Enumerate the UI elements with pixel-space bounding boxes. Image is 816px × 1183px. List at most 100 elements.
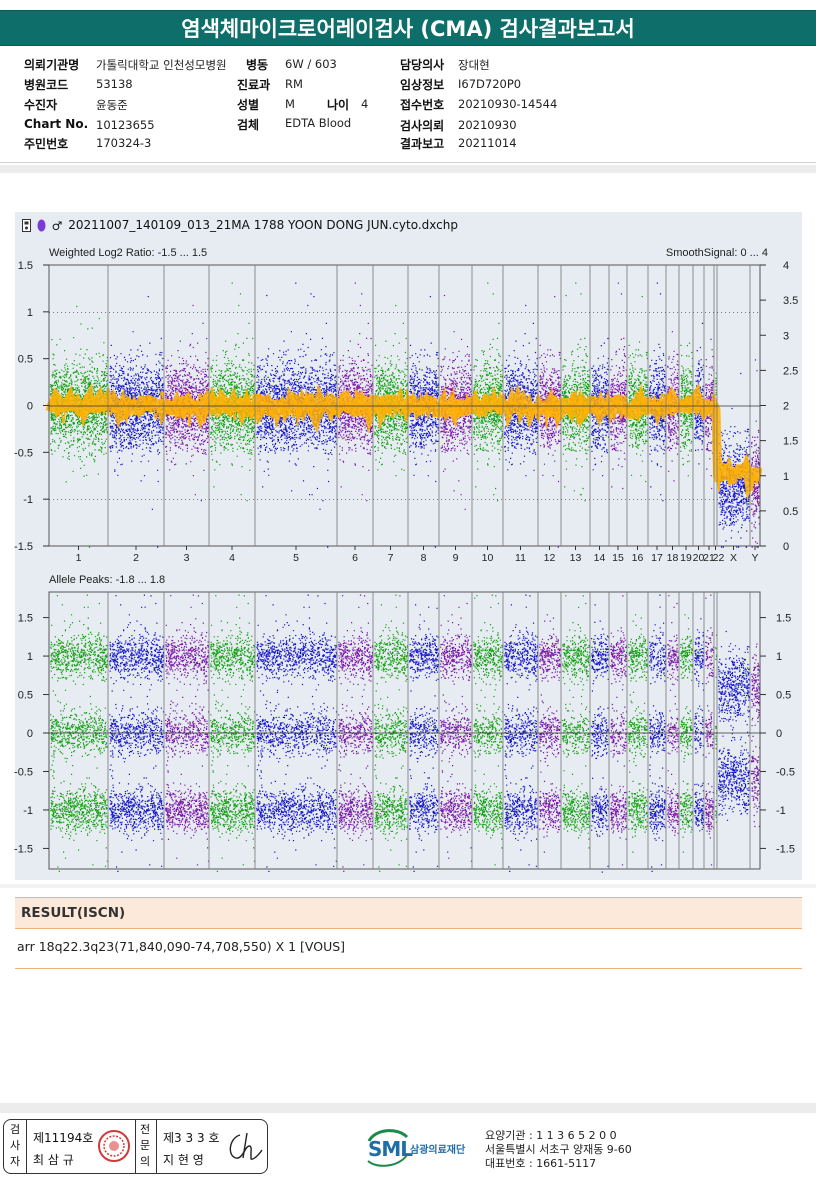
sml-logo-text: SML [368, 1137, 413, 1161]
chromosome-label-Y: Y [751, 552, 758, 564]
chromosome-label-12: 12 [544, 552, 556, 564]
smooth-signal-tick-label: 3 [783, 330, 789, 342]
chromosome-label-4: 4 [229, 552, 235, 564]
plot-axis-labels: Weighted Log2 Ratio: -1.5 ... 1.5 SmoothS… [14, 247, 798, 855]
sex-value: M [285, 97, 295, 111]
hospital-code-label: 병원코드 [24, 78, 69, 92]
log2-ratio-title: Weighted Log2 Ratio: -1.5 ... 1.5 [49, 247, 207, 259]
file-name: 20211007_140109_013_21MA 1788 YOON DONG … [68, 218, 458, 232]
allele-scatter-chr-X [718, 630, 751, 821]
male-icon: ♂ [51, 218, 63, 233]
log2-scatter-chr-11 [504, 304, 539, 477]
allele-tick-label: -1.5 [14, 843, 33, 855]
smooth-signal-tick-label: 2.5 [783, 365, 798, 377]
sign-divider-3 [156, 1120, 157, 1173]
allele-scatter-chr-Y [751, 643, 761, 828]
allele-scatter-chr-18 [667, 595, 680, 836]
chromosome-label-19: 19 [680, 552, 692, 564]
smooth-signal-tick-label: 4 [783, 260, 789, 272]
log2-scatter-chr-Y [751, 359, 761, 548]
chromosome-label-X: X [730, 552, 737, 564]
signature-box: 검사자 제11194호 최 삼 규 전문의 제3 3 3 호 지 현 영 [3, 1119, 268, 1174]
receipt-no-label: 접수번호 [400, 98, 445, 112]
chromosome-label-22: 22 [713, 552, 725, 564]
allele-tick-label: -0.5 [14, 766, 33, 778]
file-icon [22, 219, 31, 232]
plot-frames [48, 264, 761, 870]
chart-no-label: Chart No. [24, 117, 89, 131]
smooth-signal-tick-label: 3.5 [783, 295, 798, 307]
allele-scatter-chr-22 [715, 634, 718, 823]
physician-value: 장대현 [458, 58, 490, 72]
allele-right-tick-label: -0.5 [776, 766, 795, 778]
smooth-signal-tick-label: 2 [783, 401, 789, 413]
allele-scatter-chr-15 [610, 595, 628, 866]
log2-scatter-chr-1 [50, 305, 109, 548]
chromosome-label-11: 11 [515, 552, 526, 564]
chromosome-label-9: 9 [453, 552, 459, 564]
result-iscn-text: arr 18q22.3q23(71,840,090-74,708,550) X … [17, 939, 346, 954]
allele-right-tick-label: -1 [776, 805, 786, 817]
result-divider [15, 968, 802, 969]
chromosome-label-17: 17 [651, 552, 663, 564]
allele-scatter-chr-14 [591, 604, 609, 873]
log2-scatter-chr-7 [374, 304, 409, 477]
age-label: 나이 [327, 98, 350, 112]
allele-tick-label: 0 [27, 728, 33, 740]
specimen-label: 검체 [237, 118, 260, 132]
report-date-value: 20211014 [458, 136, 517, 150]
allele-peaks-title: Allele Peaks: -1.8 ... 1.8 [49, 574, 165, 586]
allele-scatter-chr-9 [440, 595, 473, 862]
reviewer-name: 지 현 영 [163, 1153, 204, 1167]
inspector-license: 제11194호 [33, 1131, 94, 1145]
institution-value: 가톨릭대학교 인천성모병원 [96, 58, 227, 72]
log2-tick-label: -0.5 [14, 447, 33, 459]
allele-scatter-chr-12 [539, 614, 561, 853]
allele-tick-label: 1.5 [18, 613, 33, 625]
care-institution-no: 요양기관 : 1 1 3 6 5 2 0 0 [485, 1129, 617, 1142]
footer-band [0, 1103, 816, 1113]
department-value: RM [285, 77, 303, 91]
allele-right-tick-label: 0 [776, 728, 782, 740]
allele-scatter-chr-13 [562, 595, 591, 849]
smooth-signal-title: SmoothSignal: 0 ... 4 [666, 247, 768, 259]
foundation-name: 삼광의료재단 [410, 1145, 466, 1156]
chromosome-label-1: 1 [76, 552, 82, 564]
allele-tick-label: -1 [23, 805, 33, 817]
examinee-value: 윤동준 [96, 98, 128, 112]
sml-logo-icon [367, 1129, 409, 1167]
chromosome-label-13: 13 [570, 552, 582, 564]
smooth-signal-tick-label: 1.5 [783, 436, 798, 448]
reviewer-license: 제3 3 3 호 [163, 1131, 220, 1145]
purple-marker-icon [37, 219, 46, 232]
chromosome-label-2: 2 [133, 552, 139, 564]
reviewer-label: 전문의 [139, 1123, 151, 1168]
allele-plot-frame [48, 591, 761, 870]
chromosome-label-10: 10 [482, 552, 494, 564]
log2-tick-label: -1 [23, 494, 33, 506]
log2-scatter-chr-16 [628, 296, 649, 483]
chromosome-label-20: 20 [693, 552, 705, 564]
log2-tick-label: 0 [27, 401, 33, 413]
age-value: 4 [361, 97, 369, 111]
chromosome-label-6: 6 [352, 552, 358, 564]
smooth-signal-tick-label: 1 [783, 471, 789, 483]
specimen-value: EDTA Blood [285, 116, 352, 130]
chromosome-label-18: 18 [667, 552, 679, 564]
reviewer-signature [229, 1132, 263, 1160]
allele-scatter-chr-10 [473, 594, 504, 866]
chromosome-label-5: 5 [293, 552, 299, 564]
log2-tick-label: 0.5 [18, 354, 33, 366]
header-divider [0, 162, 816, 163]
ward-label: 병동 [246, 58, 269, 72]
report-title: 염색체마이크로어레이검사 (CMA) 검사결과보고서 [0, 10, 816, 46]
allele-scatter-chr-21 [705, 594, 715, 866]
log2-tick-label: 1.5 [18, 260, 33, 272]
phone-number: 대표번호 : 1661-5117 [485, 1157, 597, 1170]
receipt-no-value: 20210930-14544 [458, 97, 558, 111]
chromosome-label-21: 21 [703, 552, 715, 564]
examinee-label: 수진자 [24, 98, 58, 112]
report-date-label: 결과보고 [400, 137, 445, 151]
smooth-signal-tick-label: 0.5 [783, 506, 798, 518]
allele-scatter-chr-8 [409, 604, 440, 872]
